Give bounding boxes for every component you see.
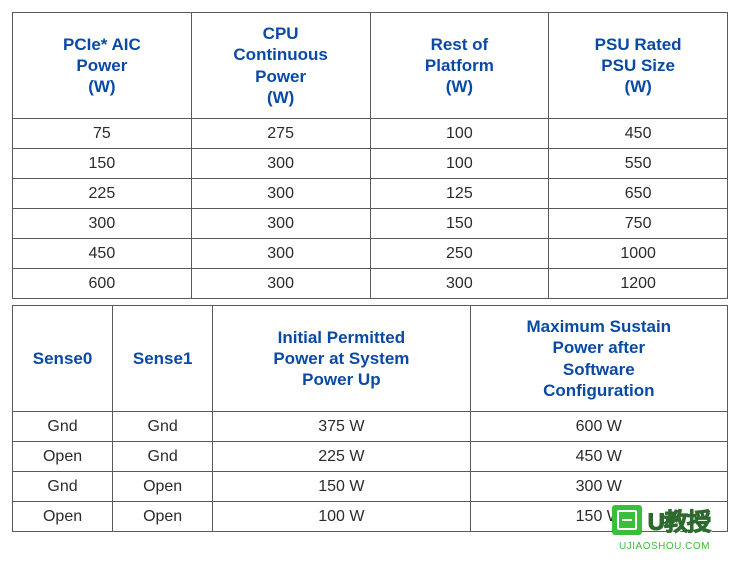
cell: 300: [191, 149, 370, 179]
cell: 300: [191, 239, 370, 269]
cell: 375 W: [213, 412, 470, 442]
cell: Open: [13, 442, 113, 472]
table-row: 300 300 150 750: [13, 209, 728, 239]
cell: 750: [549, 209, 728, 239]
cell: 600: [13, 269, 192, 299]
cell: 150: [13, 149, 192, 179]
cell: 100 W: [213, 502, 470, 532]
table-row: 75 275 100 450: [13, 119, 728, 149]
cell: 300 W: [470, 472, 727, 502]
col-sense1: Sense1: [113, 306, 213, 412]
table-row: 450 300 250 1000: [13, 239, 728, 269]
col-maximum-sustain-power: Maximum SustainPower afterSoftwareConfig…: [470, 306, 727, 412]
table-row: Gnd Open 150 W 300 W: [13, 472, 728, 502]
cell: 550: [549, 149, 728, 179]
cell: 450 W: [470, 442, 727, 472]
cell: 1000: [549, 239, 728, 269]
table-row: 150 300 100 550: [13, 149, 728, 179]
sense-pin-power-table: Sense0 Sense1 Initial PermittedPower at …: [12, 305, 728, 532]
cell: 600 W: [470, 412, 727, 442]
cell: 300: [191, 179, 370, 209]
cell: 225: [13, 179, 192, 209]
cell: 225 W: [213, 442, 470, 472]
cell: 125: [370, 179, 549, 209]
cell: 300: [191, 269, 370, 299]
cell: Open: [13, 502, 113, 532]
col-initial-permitted-power: Initial PermittedPower at SystemPower Up: [213, 306, 470, 412]
cell: 100: [370, 149, 549, 179]
logo-monitor-icon: [612, 505, 642, 535]
cell: 450: [13, 239, 192, 269]
cell: 150: [370, 209, 549, 239]
cell: Gnd: [113, 412, 213, 442]
table-row: 225 300 125 650: [13, 179, 728, 209]
cell: 300: [370, 269, 549, 299]
col-pcie-aic-power: PCIe* AICPower(W): [13, 13, 192, 119]
cell: 250: [370, 239, 549, 269]
table-row: 600 300 300 1200: [13, 269, 728, 299]
table-row: Gnd Gnd 375 W 600 W: [13, 412, 728, 442]
table-header-row: Sense0 Sense1 Initial PermittedPower at …: [13, 306, 728, 412]
cell: 450: [549, 119, 728, 149]
cell: Gnd: [13, 472, 113, 502]
psu-sizing-table: PCIe* AICPower(W) CPUContinuousPower(W) …: [12, 12, 728, 299]
cell: 1200: [549, 269, 728, 299]
col-rest-of-platform: Rest ofPlatform(W): [370, 13, 549, 119]
col-cpu-continuous-power: CPUContinuousPower(W): [191, 13, 370, 119]
cell: Gnd: [13, 412, 113, 442]
cell: 275: [191, 119, 370, 149]
cell: 300: [13, 209, 192, 239]
cell: 300: [191, 209, 370, 239]
table-header-row: PCIe* AICPower(W) CPUContinuousPower(W) …: [13, 13, 728, 119]
cell: Open: [113, 472, 213, 502]
cell: Gnd: [113, 442, 213, 472]
cell: 75: [13, 119, 192, 149]
col-sense0: Sense0: [13, 306, 113, 412]
cell: 150 W: [213, 472, 470, 502]
watermark-brand-text: U教授: [648, 509, 710, 536]
cell: Open: [113, 502, 213, 532]
col-psu-rated-size: PSU RatedPSU Size(W): [549, 13, 728, 119]
cell: 650: [549, 179, 728, 209]
watermark-logo: U教授 UJIAOSHOU.COM: [612, 502, 710, 537]
watermark-sub-text: UJIAOSHOU.COM: [619, 541, 710, 552]
cell: 100: [370, 119, 549, 149]
table-row: Open Gnd 225 W 450 W: [13, 442, 728, 472]
